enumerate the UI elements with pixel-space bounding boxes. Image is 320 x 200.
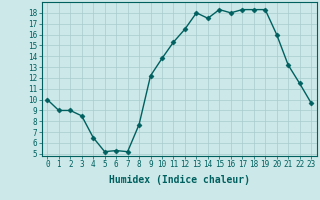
X-axis label: Humidex (Indice chaleur): Humidex (Indice chaleur): [109, 175, 250, 185]
